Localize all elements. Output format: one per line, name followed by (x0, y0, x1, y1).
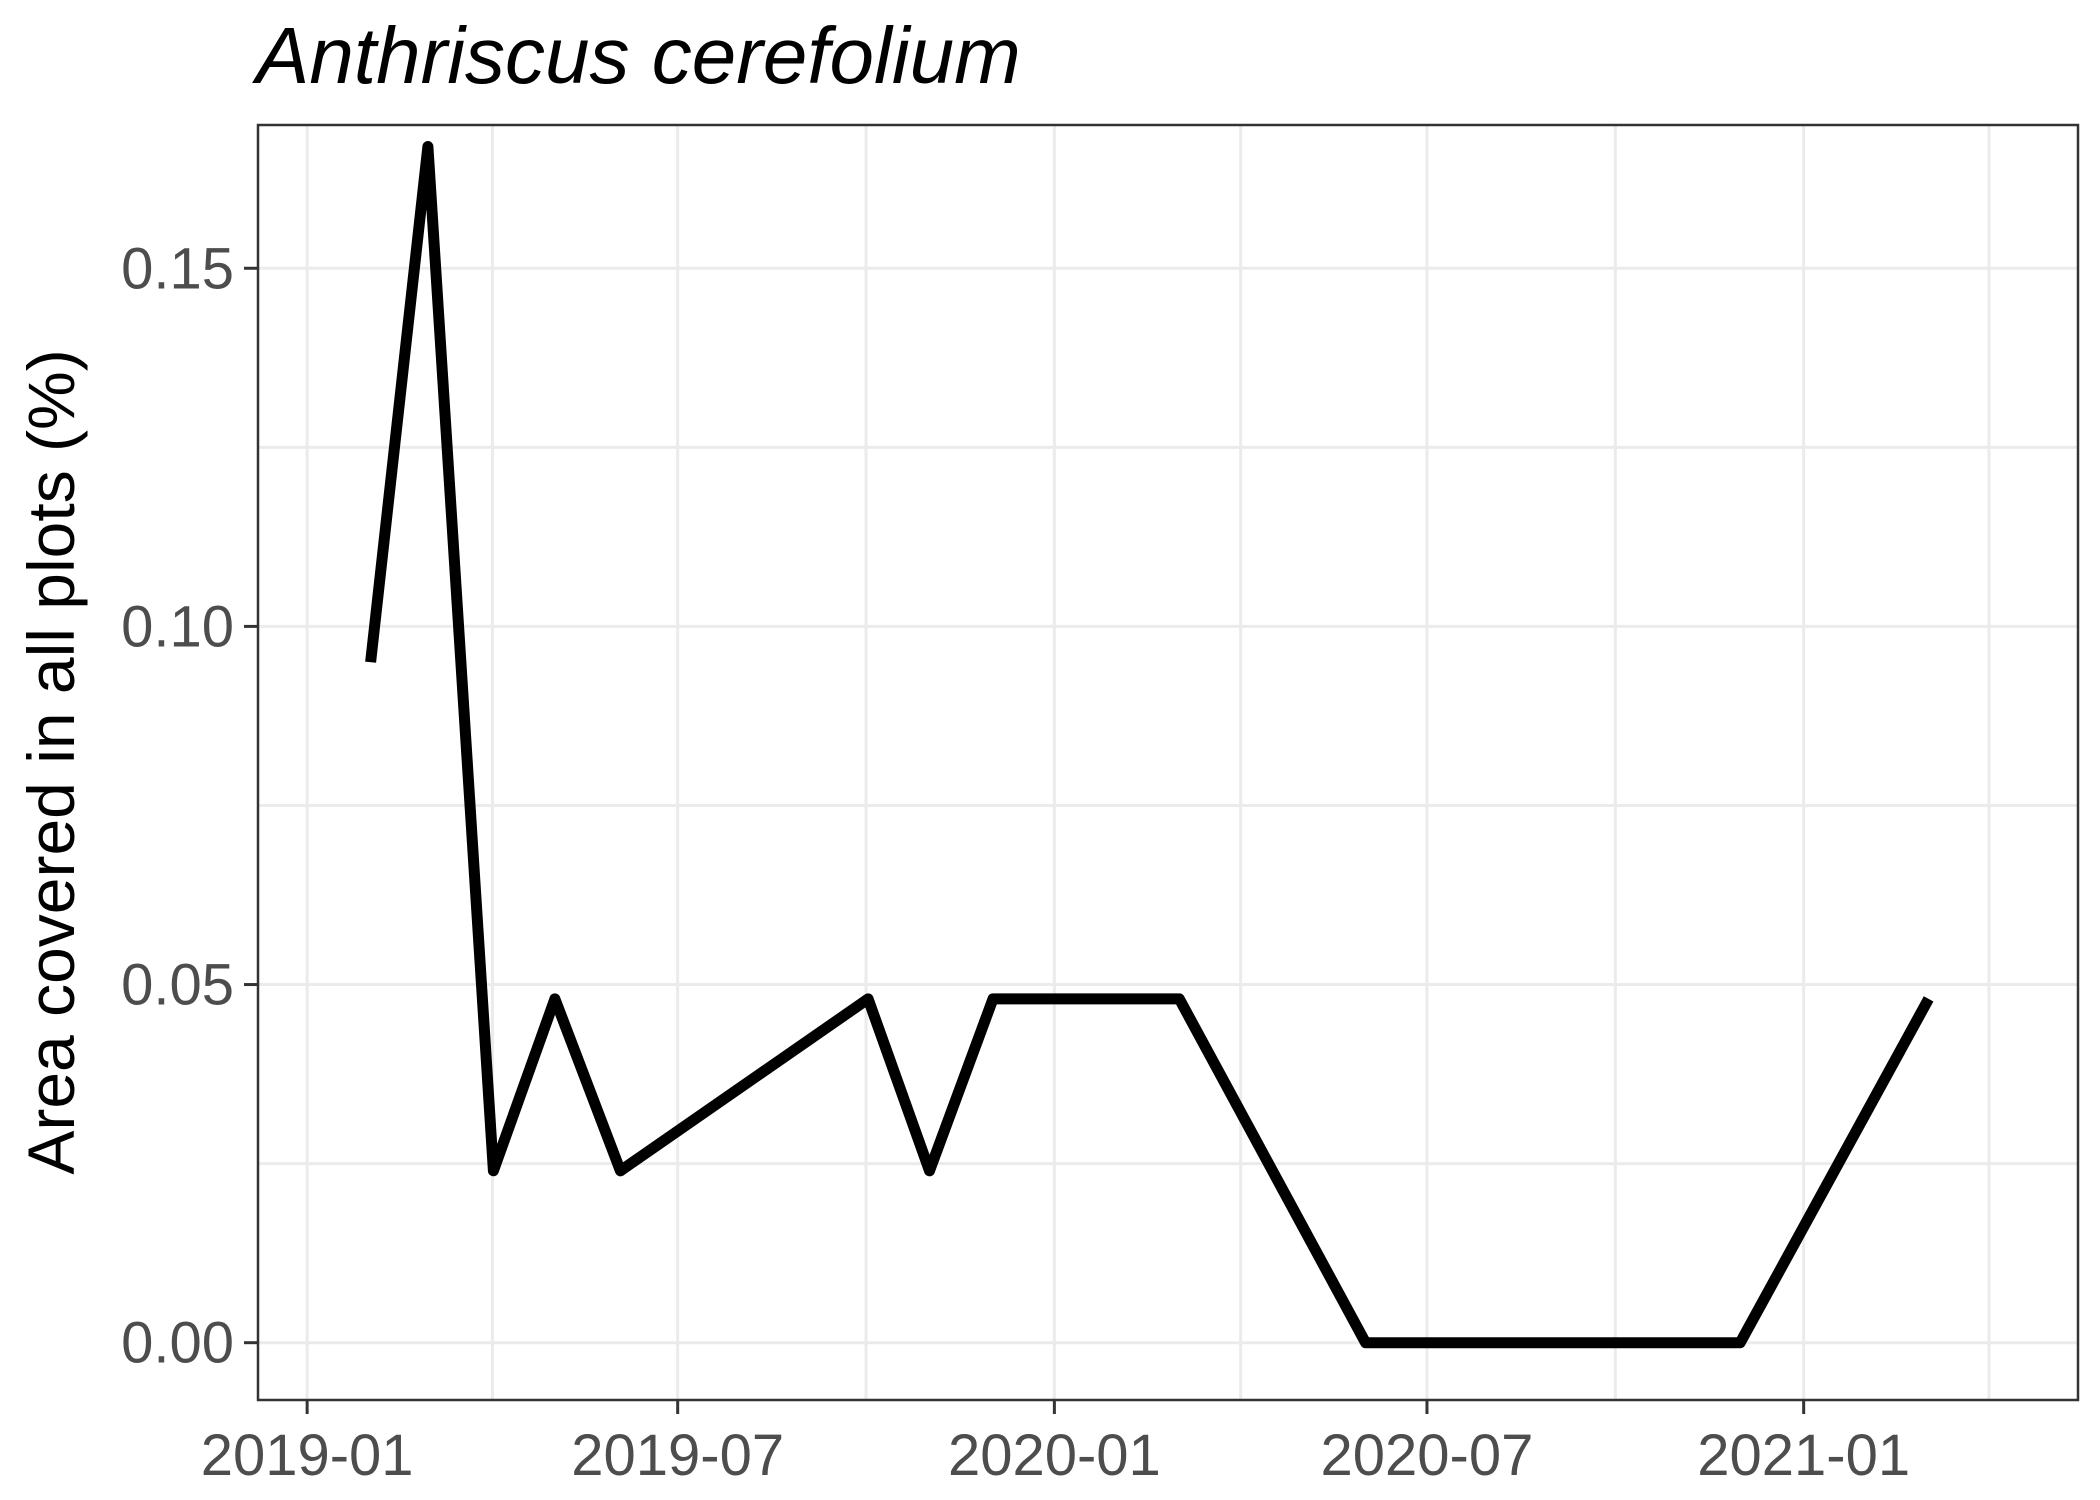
gridlines (258, 125, 2078, 1400)
series-layer (365, 141, 1934, 1349)
chart-title: Anthriscus cerefolium (252, 11, 1021, 100)
y-tick-label: 0.10 (121, 594, 234, 659)
axis-ticks: 2019-01 2019-07 2020-01 2020-07 2021-01 0.00 0… (121, 236, 1910, 1488)
x-tick-label: 2019-07 (571, 1423, 784, 1488)
y-tick-label: 0.15 (121, 236, 234, 301)
series-line (365, 141, 1934, 1349)
y-tick-label: 0.00 (121, 1311, 234, 1376)
x-tick-label: 2020-07 (1321, 1423, 1534, 1488)
x-tick-label: 2020-01 (948, 1423, 1161, 1488)
y-tick-label: 0.05 (121, 953, 234, 1018)
plot-panel-border (256, 123, 2080, 1402)
x-tick-label: 2021-01 (1697, 1423, 1910, 1488)
x-tick-label: 2019-01 (201, 1423, 414, 1488)
y-axis-title: Area covered in all plots (%) (14, 349, 88, 1174)
